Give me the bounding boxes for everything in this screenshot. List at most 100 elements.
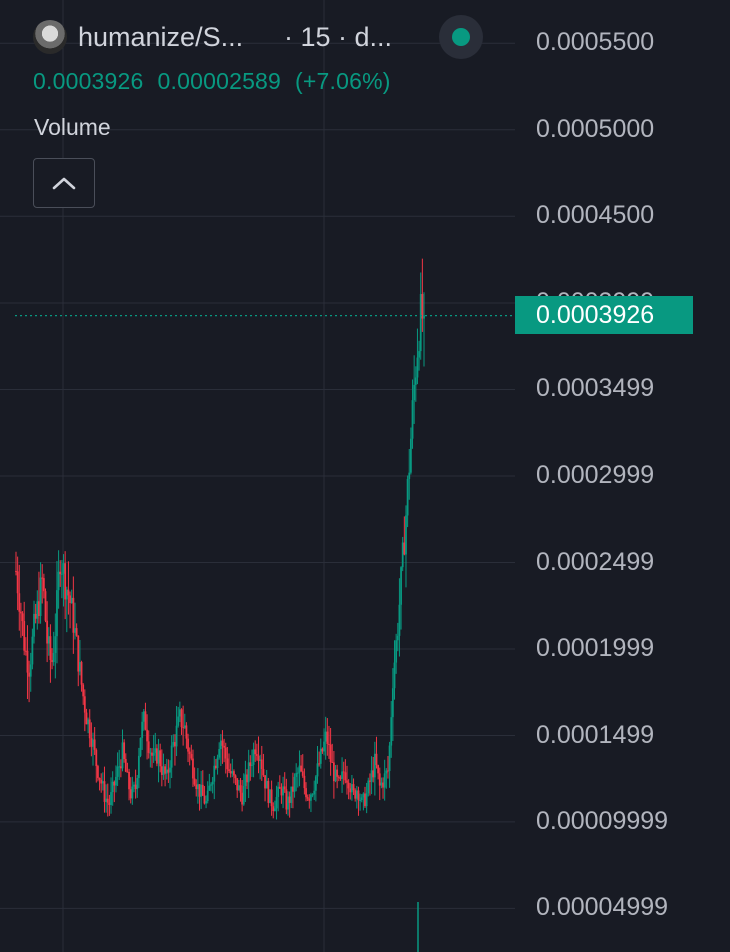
- candle-body: [111, 781, 114, 793]
- candle-body: [116, 766, 119, 777]
- candle-body: [390, 717, 393, 746]
- candle-body: [44, 591, 47, 621]
- candle-body: [79, 662, 81, 672]
- candle-body: [28, 672, 31, 677]
- candle-body: [144, 711, 147, 730]
- candle-body: [101, 781, 104, 784]
- candle-body: [359, 800, 361, 802]
- candle-body: [137, 755, 140, 778]
- candle-body: [367, 780, 370, 794]
- candle-body: [70, 597, 73, 604]
- candle-body: [105, 798, 108, 802]
- candle-body: [92, 739, 94, 747]
- axis-tick-label: 0.00009999: [536, 806, 669, 835]
- candle-body: [346, 780, 348, 783]
- candle-body: [167, 769, 170, 773]
- candle-body: [265, 780, 268, 789]
- interval-label[interactable]: · 15 · d...: [284, 22, 393, 52]
- market-status-button[interactable]: [439, 15, 483, 59]
- candle-body: [224, 747, 227, 759]
- candle-body: [16, 571, 19, 594]
- candle-body: [383, 773, 386, 788]
- candle-body: [34, 613, 37, 619]
- candle-body: [21, 613, 24, 622]
- candle-body: [303, 775, 306, 789]
- candle-body: [285, 789, 288, 810]
- candle-body: [273, 808, 276, 812]
- candle-body: [331, 761, 334, 763]
- candle-body: [134, 784, 137, 790]
- candle-body: [218, 749, 221, 758]
- candle-body: [26, 650, 29, 673]
- axis-tick-label: 0.0004500: [536, 201, 655, 230]
- candle-body: [398, 604, 401, 636]
- candle-body: [247, 762, 250, 783]
- candle-body: [357, 790, 360, 801]
- candle-body: [59, 571, 62, 575]
- candle-body: [31, 636, 34, 665]
- candle-body: [418, 351, 420, 358]
- candle-body: [362, 793, 365, 798]
- candle-body: [249, 762, 252, 766]
- candle-body: [187, 738, 189, 752]
- candle-body: [69, 595, 71, 604]
- volume-indicator-label[interactable]: Volume: [34, 114, 111, 140]
- candle-body: [77, 635, 80, 672]
- candle-body: [382, 782, 384, 788]
- token-avatar[interactable]: [33, 20, 67, 54]
- candle-body: [364, 793, 366, 807]
- candle-body: [60, 573, 63, 575]
- collapse-indicators-button[interactable]: [33, 158, 95, 208]
- candle-body: [257, 755, 260, 761]
- candle-body: [106, 798, 109, 803]
- candle-body: [149, 752, 152, 754]
- candle-body: [119, 766, 122, 769]
- candle-body: [210, 784, 212, 786]
- chevron-up-icon: [52, 177, 76, 190]
- candle-body: [328, 743, 330, 745]
- candle-body: [213, 765, 216, 782]
- candle-body: [156, 748, 158, 764]
- candle-body: [339, 777, 342, 779]
- candle-body: [287, 796, 289, 810]
- candle-body: [244, 774, 247, 787]
- candle-body: [206, 790, 209, 802]
- candle-body: [393, 662, 396, 689]
- candle-body: [423, 315, 425, 319]
- candle-body: [169, 767, 171, 773]
- candle-body: [67, 589, 70, 596]
- candle-body: [54, 636, 57, 653]
- candle-body: [277, 786, 280, 797]
- candle-body: [124, 758, 127, 772]
- candle-body: [334, 769, 337, 782]
- candle-body: [375, 753, 378, 766]
- candle-body: [400, 567, 402, 605]
- candle-body: [52, 652, 55, 663]
- candle-body: [82, 684, 85, 697]
- candle-body: [72, 597, 75, 633]
- candle-body: [136, 777, 139, 790]
- candle-body: [387, 770, 389, 772]
- candle-body: [314, 776, 317, 791]
- candle-body: [246, 774, 248, 783]
- candle-body: [47, 636, 50, 644]
- candle-body: [234, 775, 237, 779]
- candle-body: [123, 742, 126, 759]
- candle-body: [260, 759, 263, 770]
- candle-body: [87, 719, 89, 725]
- candle-body: [237, 785, 240, 791]
- candle-body: [221, 740, 224, 746]
- candle-body: [216, 757, 219, 769]
- candle-body: [41, 577, 44, 579]
- candle-body: [408, 472, 411, 479]
- candle-body: [180, 709, 183, 728]
- candle-body: [300, 765, 303, 772]
- candle-body: [411, 400, 414, 439]
- candle-body: [414, 377, 417, 385]
- candle-body: [267, 780, 270, 803]
- axis-tick-label: 0.0001499: [536, 720, 655, 749]
- symbol-name[interactable]: humanize/S...: [78, 22, 244, 52]
- candle-body: [372, 770, 375, 778]
- candle-body: [310, 794, 312, 801]
- candle-body: [283, 786, 286, 790]
